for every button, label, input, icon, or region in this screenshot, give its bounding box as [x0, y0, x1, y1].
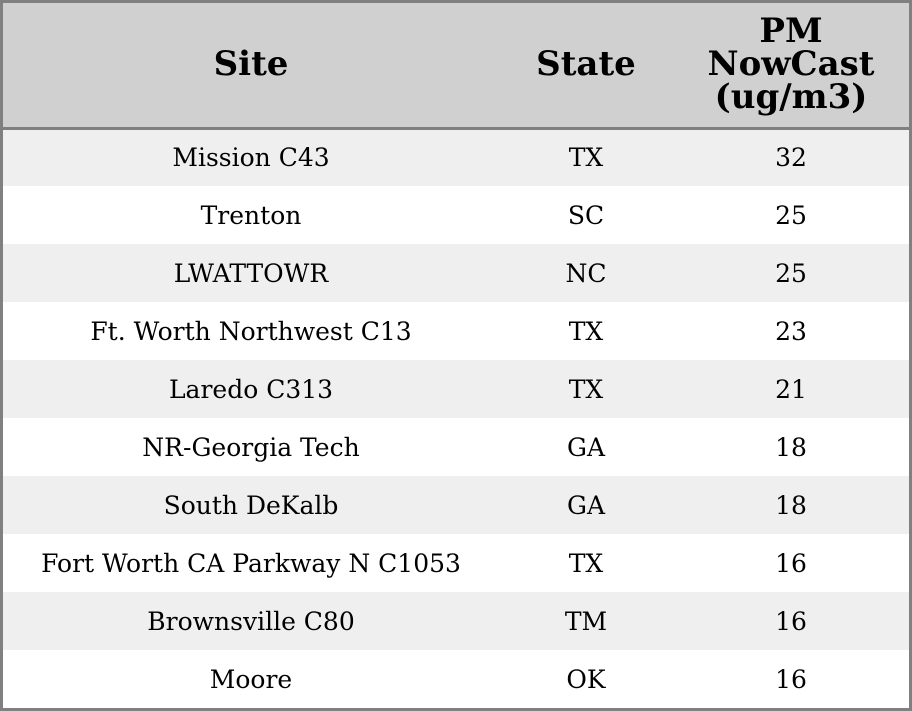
header-pm-line-1: PM — [759, 11, 823, 52]
cell-state: TX — [568, 143, 604, 173]
cell-state: TX — [568, 316, 604, 346]
header-row: Site State PM NowCast (ug/m3) — [3, 3, 909, 130]
cell-site: Trenton — [200, 200, 302, 230]
cell-state: GA — [566, 490, 606, 520]
cell-state: TM — [564, 606, 608, 636]
cell-site: NR-Georgia Tech — [142, 432, 360, 462]
cell-pm: 32 — [775, 143, 807, 173]
table-row: Fort Worth CA Parkway N C1053 TX 16 — [3, 534, 909, 592]
cell-pm: 18 — [775, 432, 807, 462]
cell-pm: 16 — [775, 548, 807, 578]
cell-state: OK — [566, 664, 606, 694]
cell-pm: 16 — [775, 664, 807, 694]
cell-state: NC — [565, 258, 607, 288]
cell-pm: 18 — [775, 490, 807, 520]
header-pm-line-2: NowCast — [707, 44, 875, 85]
table-row: Brownsville C80 TM 16 — [3, 592, 909, 650]
cell-pm: 25 — [775, 258, 807, 288]
cell-site: South DeKalb — [163, 490, 339, 520]
cell-site: Moore — [209, 664, 293, 694]
cell-site: Ft. Worth Northwest C13 — [90, 316, 412, 346]
table-row: NR-Georgia Tech GA 18 — [3, 418, 909, 476]
cell-site: Brownsville C80 — [147, 606, 355, 636]
cell-site: Fort Worth CA Parkway N C1053 — [41, 548, 461, 578]
table-row: Laredo C313 TX 21 — [3, 360, 909, 418]
table-row: LWATTOWR NC 25 — [3, 244, 909, 302]
cell-pm: 25 — [775, 200, 807, 230]
table-row: Ft. Worth Northwest C13 TX 23 — [3, 302, 909, 360]
cell-pm: 23 — [775, 316, 807, 346]
table-body: Mission C43 TX 32 Trenton SC 25 LWATTOWR… — [3, 128, 909, 708]
cell-site: Mission C43 — [172, 143, 330, 173]
table-row: Mission C43 TX 32 — [3, 128, 909, 186]
cell-state: TX — [568, 374, 604, 404]
header-site: Site — [3, 3, 499, 130]
table-row: Moore OK 16 — [3, 650, 909, 708]
cell-state: GA — [566, 432, 606, 462]
cell-site: LWATTOWR — [173, 258, 329, 288]
table-row: Trenton SC 25 — [3, 186, 909, 244]
header-state: State — [499, 3, 673, 130]
table-row: South DeKalb GA 18 — [3, 476, 909, 534]
cell-pm: 21 — [775, 374, 807, 404]
header-pm-nowcast: PM NowCast (ug/m3) — [673, 3, 909, 130]
cell-state: SC — [567, 200, 605, 230]
cell-site: Laredo C313 — [168, 374, 334, 404]
cell-pm: 16 — [775, 606, 807, 636]
cell-state: TX — [568, 548, 604, 578]
header-pm-line-3: (ug/m3) — [714, 77, 868, 118]
pm-nowcast-table: Site State PM NowCast (ug/m3) Mission C4… — [3, 3, 909, 708]
table-header: Site State PM NowCast (ug/m3) — [3, 3, 909, 130]
